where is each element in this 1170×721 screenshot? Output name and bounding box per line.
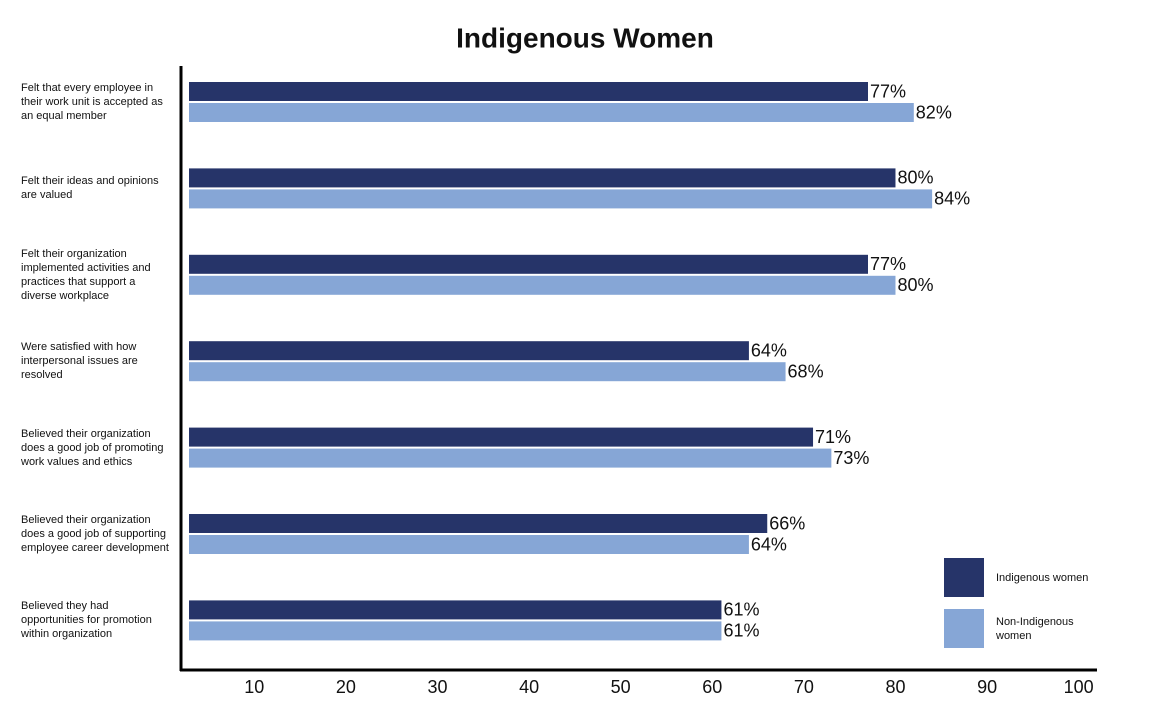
bar — [189, 254, 868, 274]
bar — [189, 427, 814, 447]
bar — [189, 535, 749, 554]
value-label: 64% — [751, 340, 787, 360]
value-label: 84% — [934, 189, 970, 209]
value-label: 73% — [833, 448, 869, 468]
value-label: 82% — [916, 102, 952, 122]
bar — [189, 600, 722, 620]
value-label: 61% — [723, 600, 759, 620]
category-label: Believed they had opportunities for prom… — [21, 600, 152, 641]
bar — [189, 189, 933, 209]
value-label: 77% — [870, 254, 906, 274]
category-label: Felt that every employee in their work u… — [21, 82, 163, 122]
value-label: 68% — [788, 361, 824, 381]
chart-title: Indigenous Women — [456, 22, 714, 53]
bar — [189, 82, 868, 101]
category-label: Felt their ideas and opinions are valued — [21, 175, 159, 202]
category-label: Felt their organization implemented acti… — [21, 247, 151, 302]
legend-label: Indigenous women — [996, 571, 1089, 584]
x-tick-label: 40 — [519, 677, 539, 697]
x-tick-label: 60 — [702, 677, 722, 697]
x-tick-label: 50 — [611, 677, 631, 697]
bar — [189, 362, 786, 382]
legend-swatch — [944, 609, 984, 648]
x-tick-label: 10 — [244, 677, 264, 697]
value-label: 64% — [751, 534, 787, 554]
value-label: 80% — [897, 275, 933, 295]
x-tick-label: 20 — [336, 677, 356, 697]
category-label: Believed their organization does a good … — [21, 427, 164, 468]
bar — [189, 275, 896, 295]
legend-label: Non-Indigenous women — [996, 615, 1074, 642]
category-label: Believed their organization does a good … — [21, 514, 169, 554]
bar — [189, 621, 722, 641]
x-tick-label: 90 — [977, 677, 997, 697]
category-label: Were satisfied with how interpersonal is… — [21, 341, 138, 382]
x-tick-label: 30 — [427, 677, 447, 697]
value-label: 77% — [870, 81, 906, 101]
value-label: 66% — [769, 513, 805, 533]
bar — [189, 514, 768, 533]
x-tick-label: 70 — [794, 677, 814, 697]
bar — [189, 341, 749, 361]
bar — [189, 448, 832, 468]
bar — [189, 103, 914, 122]
x-tick-label: 100 — [1064, 677, 1094, 697]
x-tick-label: 80 — [885, 677, 905, 697]
value-label: 61% — [723, 621, 759, 641]
bar — [189, 168, 896, 188]
value-label: 71% — [815, 427, 851, 447]
value-label: 80% — [897, 168, 933, 188]
legend-swatch — [944, 558, 984, 597]
